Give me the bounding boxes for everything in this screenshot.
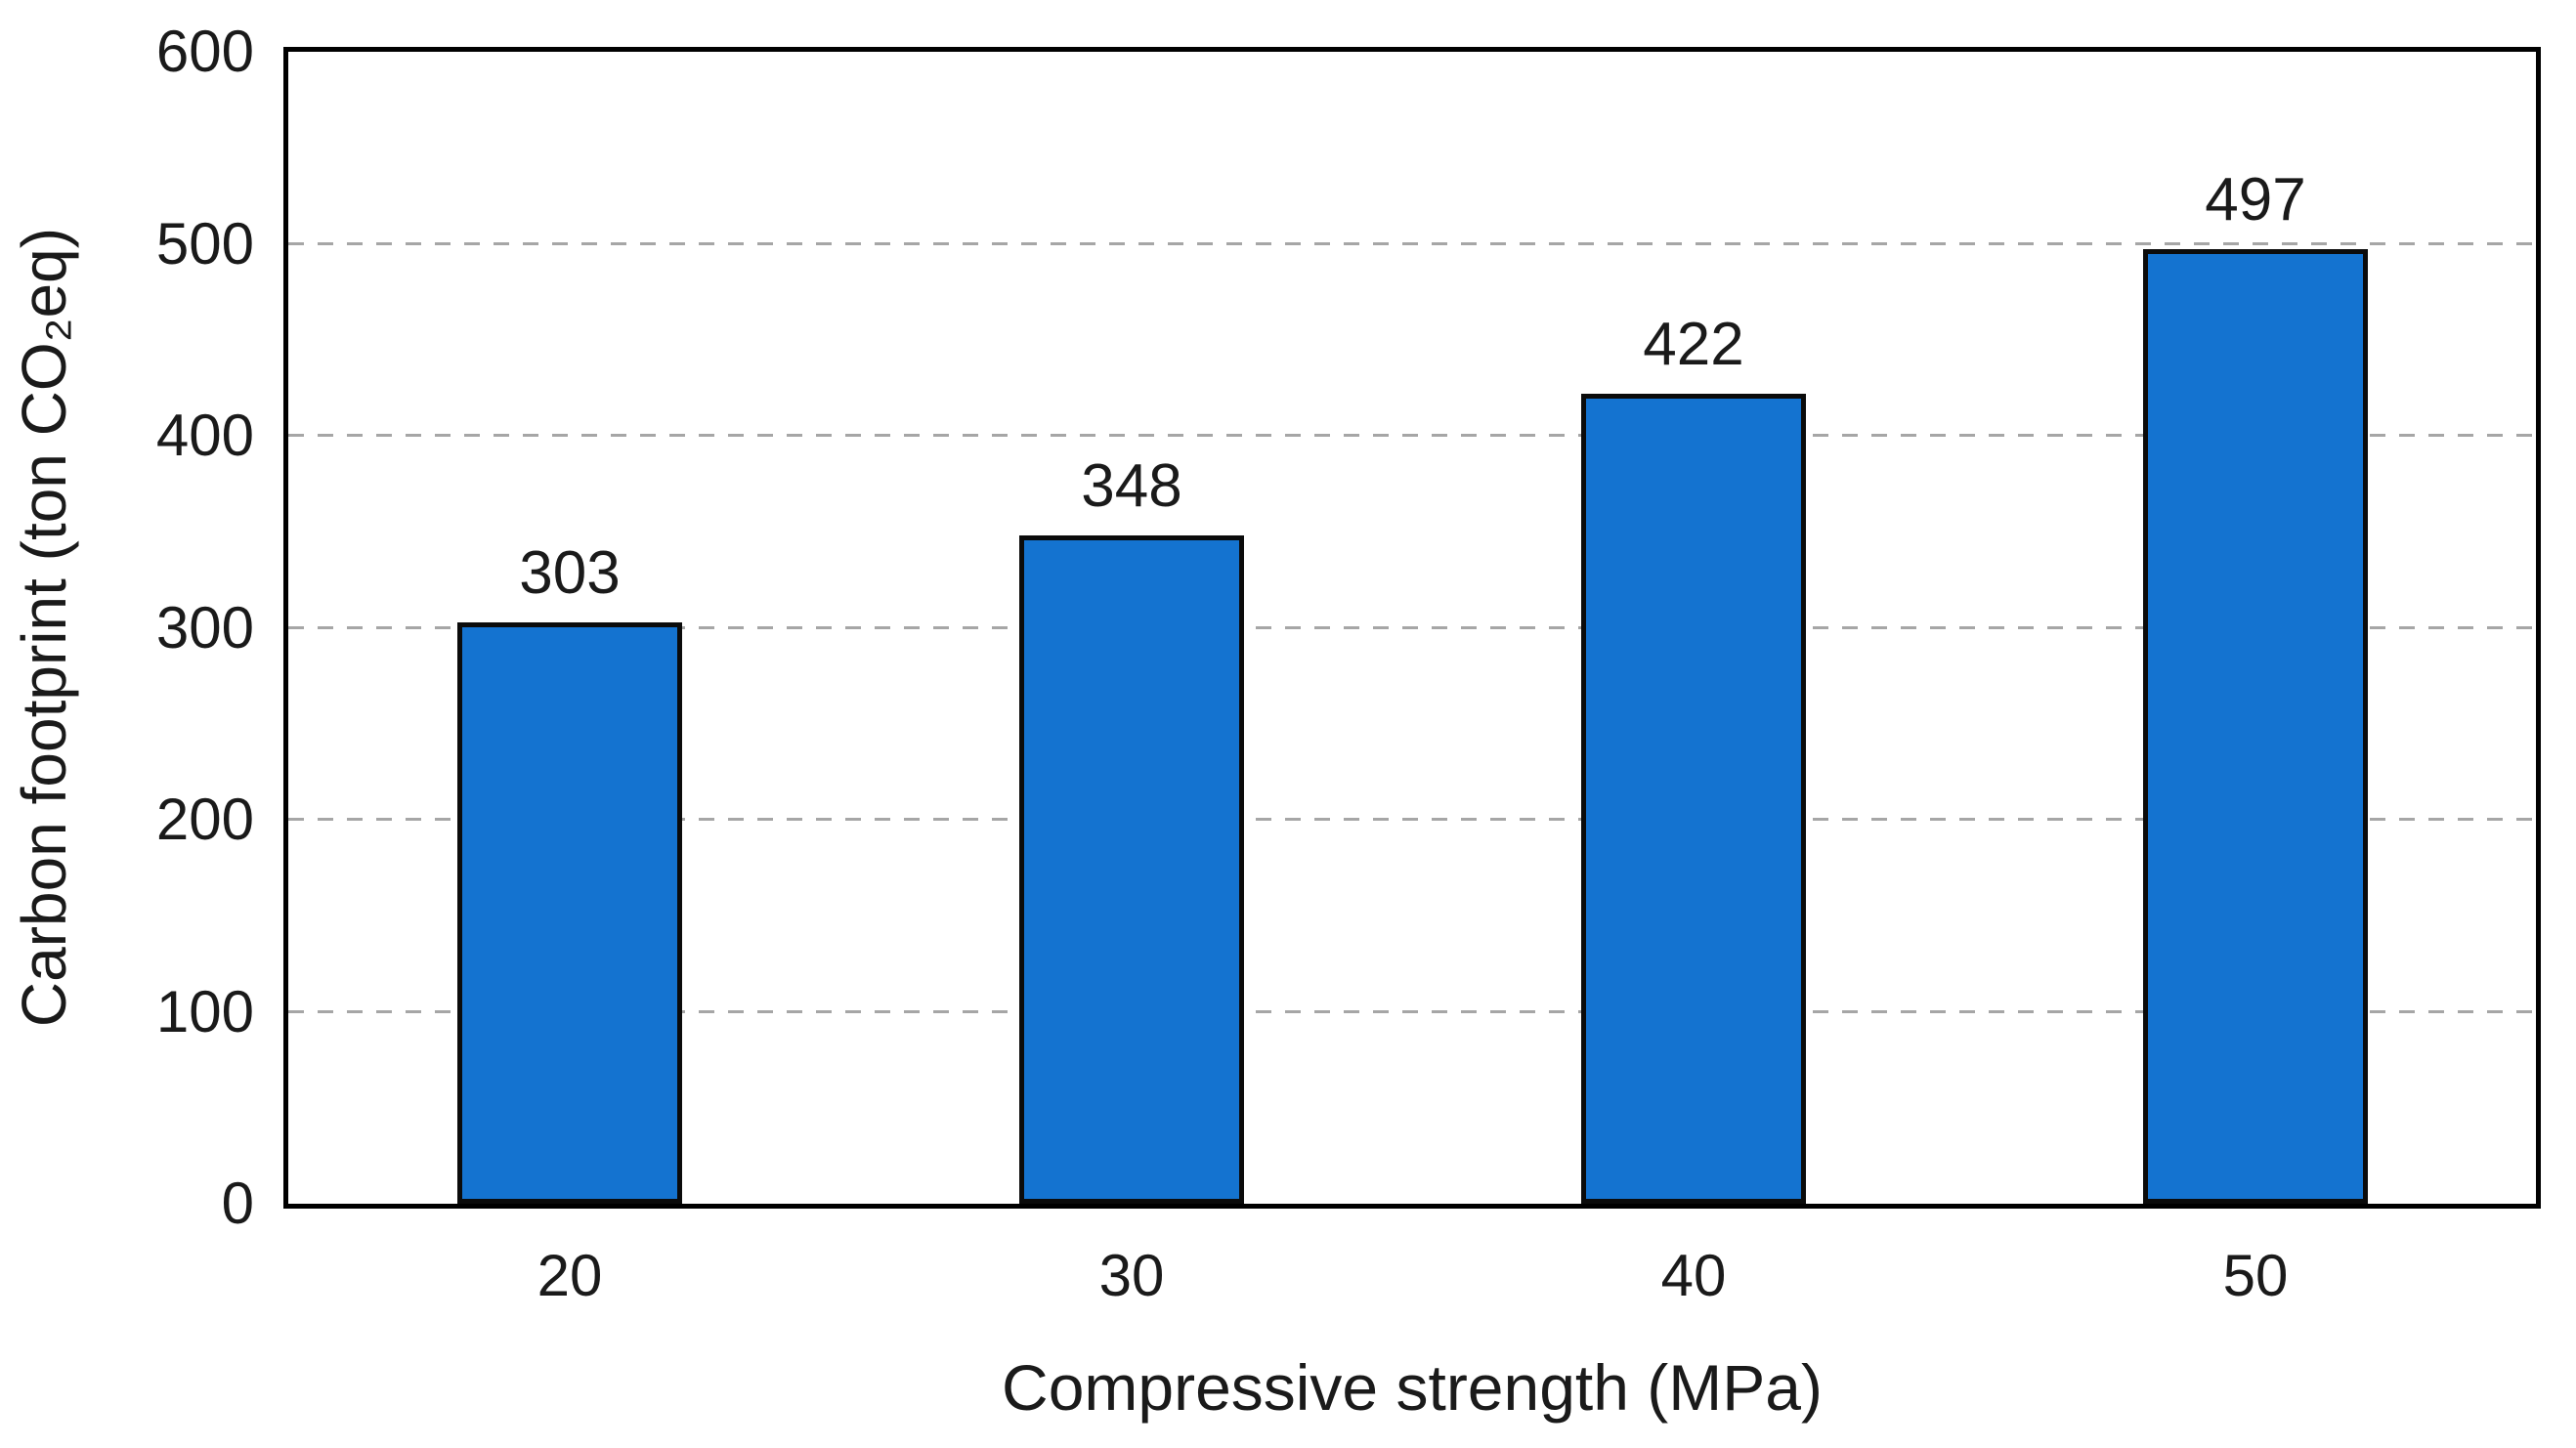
gridline [288, 625, 2536, 629]
bar-value-label: 422 [1643, 311, 1744, 378]
y-tick-label: 300 [155, 595, 254, 660]
y-tick-label: 500 [155, 211, 254, 277]
x-axis-title: Compressive strength (MPa) [1002, 1351, 1823, 1424]
gridline [288, 434, 2536, 437]
y-tick-label: 100 [155, 979, 254, 1044]
bar-value-label: 303 [519, 539, 621, 607]
plot-area [283, 47, 2541, 1209]
x-tick-label: 50 [2222, 1243, 2289, 1308]
y-tick-label: 400 [155, 403, 254, 468]
x-tick-label: 20 [537, 1243, 603, 1308]
gridline [288, 241, 2536, 245]
bar-value-label: 497 [2205, 166, 2306, 234]
gridline [288, 1009, 2536, 1013]
bar-value-label: 348 [1081, 452, 1182, 520]
x-tick-label: 30 [1098, 1243, 1165, 1308]
y-tick-label: 200 [155, 787, 254, 852]
bar-50mpa [2143, 249, 2368, 1204]
x-tick-label: 40 [1660, 1243, 1727, 1308]
y-tick-label: 0 [221, 1171, 254, 1236]
bar-20mpa [457, 622, 682, 1204]
gridline [288, 818, 2536, 821]
y-tick-label: 600 [155, 19, 254, 84]
bar-40mpa [1581, 394, 1806, 1204]
bar-30mpa [1019, 535, 1244, 1204]
